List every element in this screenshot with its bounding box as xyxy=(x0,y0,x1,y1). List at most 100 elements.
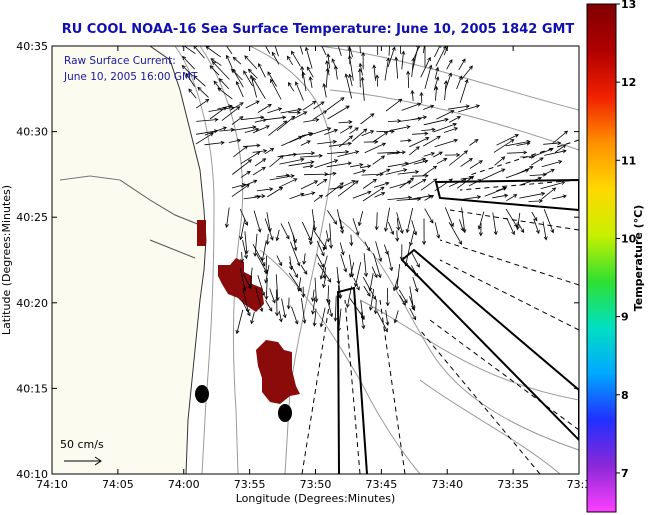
current-vector-head xyxy=(329,313,334,318)
current-vector xyxy=(355,262,362,287)
current-vector-head xyxy=(373,310,378,315)
current-vector-head xyxy=(542,172,548,177)
current-vector xyxy=(396,198,421,201)
current-vector-head xyxy=(332,139,338,144)
current-vector xyxy=(412,116,427,120)
current-vector xyxy=(240,171,251,178)
current-vector xyxy=(302,101,316,111)
x-tick-label: 74:05 xyxy=(102,478,134,491)
current-vector xyxy=(195,99,209,109)
current-vector-head xyxy=(429,219,434,224)
current-vector-head xyxy=(349,273,353,278)
current-vector-head xyxy=(222,39,225,43)
current-vector xyxy=(383,244,389,255)
current-vector xyxy=(244,128,259,133)
current-vector xyxy=(385,98,402,112)
current-vector xyxy=(195,130,218,135)
current-vector-head xyxy=(351,180,356,184)
current-vector-head xyxy=(235,80,240,86)
current-vector xyxy=(337,151,359,157)
current-vector xyxy=(542,169,555,176)
current-vector xyxy=(196,119,218,122)
current-vector xyxy=(256,254,268,274)
current-vector-head xyxy=(402,301,406,306)
current-vector-head xyxy=(537,176,542,181)
current-vector xyxy=(448,150,468,166)
current-vector-head xyxy=(395,285,400,291)
current-vector-head xyxy=(375,74,380,79)
current-vector xyxy=(329,142,352,147)
current-vector-head xyxy=(562,144,567,149)
current-vector-head xyxy=(245,184,250,188)
river-line xyxy=(59,175,121,181)
current-vector-head xyxy=(306,140,311,145)
current-vector-head xyxy=(267,103,272,108)
current-vector xyxy=(255,287,263,312)
current-vector-head xyxy=(345,150,350,155)
current-vector xyxy=(312,296,316,314)
current-vector xyxy=(244,231,248,254)
current-vector xyxy=(252,166,266,176)
current-vector xyxy=(340,254,347,272)
x-tick-label: 73:40 xyxy=(431,478,463,491)
current-vector-head xyxy=(475,104,481,109)
current-vector xyxy=(420,57,431,78)
current-vector xyxy=(276,115,295,132)
current-vector-head xyxy=(444,117,449,122)
current-vector-head xyxy=(308,132,313,136)
current-vector-head xyxy=(422,115,428,120)
current-vector xyxy=(243,70,253,87)
current-vector-head xyxy=(232,56,237,61)
current-vector xyxy=(387,47,396,68)
current-vector xyxy=(411,90,414,101)
river-line xyxy=(149,239,196,259)
current-vector xyxy=(327,105,350,120)
current-vector-head xyxy=(450,222,454,228)
current-vector-head xyxy=(264,270,269,275)
current-vector-head xyxy=(213,80,218,85)
current-vector xyxy=(309,76,313,88)
current-vector-head xyxy=(386,168,391,173)
current-vector-head xyxy=(336,294,342,299)
current-vector-head xyxy=(294,320,299,325)
current-vector xyxy=(299,46,304,55)
current-vector xyxy=(363,253,367,277)
current-vector-head xyxy=(322,83,327,88)
current-vector xyxy=(339,125,353,134)
current-vector xyxy=(209,65,220,76)
current-vector xyxy=(433,76,439,91)
current-vector xyxy=(369,273,374,291)
current-vector xyxy=(387,251,393,271)
current-vector-head xyxy=(476,195,482,200)
current-vector xyxy=(533,218,540,234)
current-vector-head xyxy=(247,284,252,290)
current-vector-head xyxy=(308,76,313,81)
current-vector xyxy=(303,253,306,265)
current-vector-head xyxy=(285,173,291,178)
current-vector xyxy=(252,150,267,153)
current-vector xyxy=(233,57,242,65)
current-vector-head xyxy=(538,199,544,204)
current-vector-head xyxy=(363,272,369,278)
current-vector xyxy=(360,311,365,329)
current-vector xyxy=(353,170,366,175)
current-vector xyxy=(325,172,336,176)
colorbar-tick-label: 9 xyxy=(621,311,629,324)
current-vector-head xyxy=(463,150,468,155)
annotation-line1: Raw Surface Current: xyxy=(64,55,176,67)
current-vector-head xyxy=(239,116,244,120)
current-vector xyxy=(401,51,404,70)
current-vector xyxy=(301,221,312,241)
current-vector xyxy=(300,140,311,146)
current-vector-head xyxy=(424,38,427,41)
current-vector-head xyxy=(348,125,353,130)
current-vector-head xyxy=(328,244,334,249)
current-vector-head xyxy=(366,247,370,252)
current-vector xyxy=(447,105,470,110)
current-vector-head xyxy=(540,191,546,196)
current-vector xyxy=(229,102,244,111)
current-vector-head xyxy=(247,68,253,73)
current-vector-head xyxy=(437,46,442,48)
current-vector xyxy=(231,184,250,197)
